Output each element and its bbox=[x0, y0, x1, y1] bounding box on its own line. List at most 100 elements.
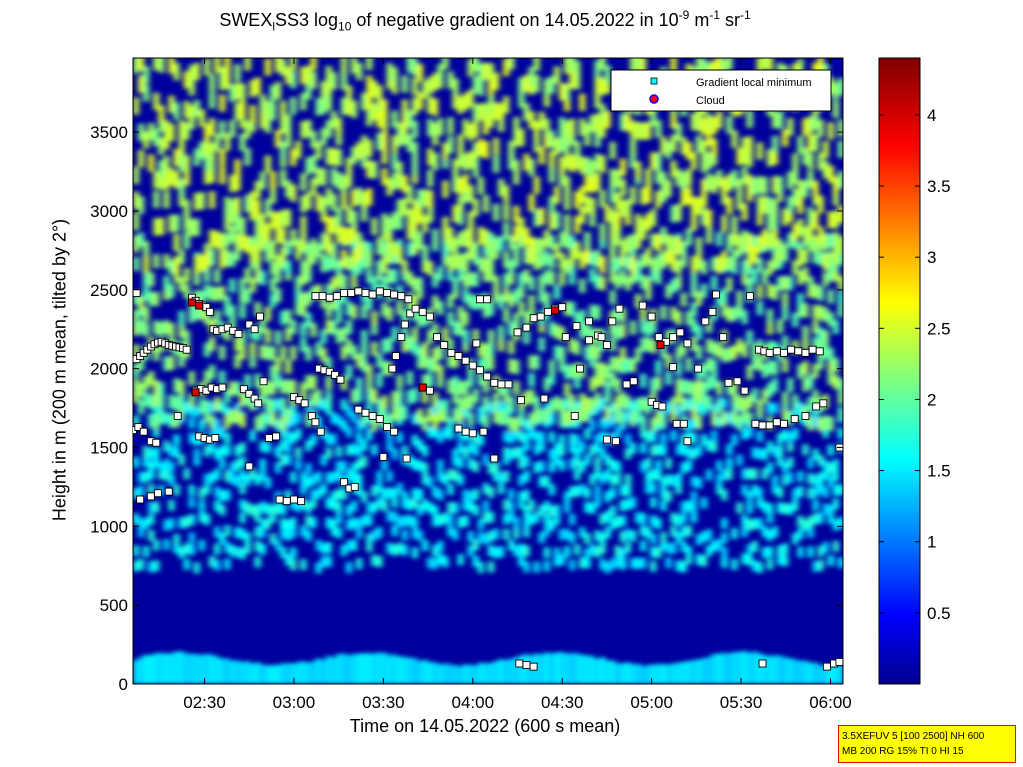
heat-cell bbox=[832, 231, 839, 250]
heat-cell bbox=[133, 363, 140, 378]
heat-cell bbox=[244, 236, 251, 254]
heat-cell bbox=[285, 408, 292, 423]
heat-cell bbox=[640, 274, 647, 290]
heat-cell bbox=[447, 664, 454, 684]
heat-cell bbox=[579, 324, 586, 339]
heat-cell bbox=[766, 558, 773, 570]
heat-cell bbox=[645, 185, 652, 204]
heat-cell bbox=[731, 216, 738, 234]
heat-cell bbox=[168, 215, 175, 233]
heat-cell bbox=[493, 528, 500, 540]
heat-cell bbox=[346, 405, 353, 417]
heat-cell bbox=[432, 426, 439, 438]
heat-cell bbox=[447, 514, 454, 526]
heat-cell bbox=[635, 121, 642, 140]
heat-cell bbox=[163, 519, 170, 531]
heat-cell bbox=[280, 546, 287, 559]
heat-cell bbox=[396, 285, 403, 300]
heat-cell bbox=[482, 533, 489, 545]
heat-cell bbox=[528, 276, 535, 291]
heat-cell bbox=[168, 518, 175, 530]
heat-cell bbox=[569, 433, 576, 445]
heat-cell bbox=[264, 381, 271, 396]
heat-cell bbox=[224, 249, 231, 267]
heat-cell bbox=[599, 657, 606, 684]
heat-cell bbox=[437, 118, 444, 136]
heat-cell bbox=[224, 326, 231, 341]
heat-cell bbox=[802, 519, 809, 531]
heat-cell bbox=[138, 319, 145, 334]
heat-cell bbox=[772, 147, 779, 165]
heat-cell bbox=[183, 543, 190, 555]
heat-cell bbox=[559, 168, 566, 186]
heat-cell bbox=[325, 235, 332, 253]
heat-cell bbox=[782, 474, 789, 486]
heat-cell bbox=[153, 391, 160, 406]
heat-cell bbox=[482, 303, 489, 318]
heat-cell bbox=[640, 461, 647, 473]
heat-cell bbox=[498, 659, 505, 684]
heat-cell bbox=[518, 655, 525, 684]
heat-cell bbox=[650, 108, 657, 127]
heat-cell bbox=[467, 211, 474, 229]
heat-cell bbox=[832, 320, 839, 335]
heat-cell bbox=[837, 140, 843, 158]
heat-cell bbox=[204, 513, 211, 525]
heat-cell bbox=[523, 439, 530, 451]
heat-cell bbox=[832, 211, 839, 229]
heat-cell bbox=[269, 261, 276, 276]
heat-cell bbox=[518, 555, 525, 567]
heat-cell bbox=[731, 249, 738, 268]
heat-cell bbox=[234, 214, 241, 232]
heat-cell bbox=[153, 560, 160, 572]
heat-cell bbox=[417, 232, 424, 250]
heat-cell bbox=[746, 468, 753, 480]
gradient-minimum-marker bbox=[483, 295, 492, 304]
heat-cell bbox=[543, 513, 550, 525]
heat-cell bbox=[503, 388, 510, 403]
heat-cell bbox=[609, 244, 616, 263]
heat-cell bbox=[630, 234, 637, 252]
heat-cell bbox=[244, 661, 251, 684]
heat-cell bbox=[158, 321, 165, 337]
heat-cell bbox=[827, 462, 834, 474]
heat-cell bbox=[234, 546, 241, 558]
heat-cell bbox=[285, 66, 292, 85]
heat-cell bbox=[249, 203, 256, 221]
heat-cell bbox=[269, 211, 276, 229]
heat-cell bbox=[609, 185, 616, 203]
heat-cell bbox=[665, 141, 672, 159]
heat-cell bbox=[361, 357, 368, 373]
heat-cell bbox=[346, 505, 353, 517]
heat-cell bbox=[305, 192, 312, 210]
heat-cell bbox=[269, 242, 276, 260]
heat-cell bbox=[209, 364, 216, 379]
gradient-minimum-marker bbox=[211, 434, 220, 442]
heat-cell bbox=[219, 490, 226, 502]
gradient-minimum-marker bbox=[602, 435, 611, 444]
heat-cell bbox=[376, 556, 383, 568]
heat-cell bbox=[761, 547, 768, 559]
heat-cell bbox=[462, 119, 469, 137]
heat-cell bbox=[650, 496, 657, 508]
heat-cell bbox=[305, 81, 312, 100]
heat-cell bbox=[741, 484, 748, 496]
heat-cell bbox=[731, 345, 738, 360]
heat-cell bbox=[792, 167, 799, 185]
heat-cell bbox=[188, 308, 195, 323]
gradient-minimum-marker bbox=[245, 462, 254, 471]
heat-cell bbox=[538, 111, 545, 130]
heat-cell bbox=[366, 295, 373, 310]
heat-cell bbox=[564, 133, 571, 151]
heat-cell bbox=[777, 319, 784, 334]
heat-cell bbox=[736, 338, 743, 353]
heat-cell bbox=[797, 196, 804, 215]
heat-cell bbox=[604, 527, 611, 539]
heat-cell bbox=[477, 177, 484, 195]
heat-cell bbox=[766, 340, 773, 355]
heat-cell bbox=[624, 235, 631, 254]
heat-cell bbox=[498, 294, 505, 309]
heat-cell bbox=[812, 560, 819, 573]
heat-cell bbox=[204, 58, 211, 76]
heat-cell bbox=[351, 236, 358, 252]
